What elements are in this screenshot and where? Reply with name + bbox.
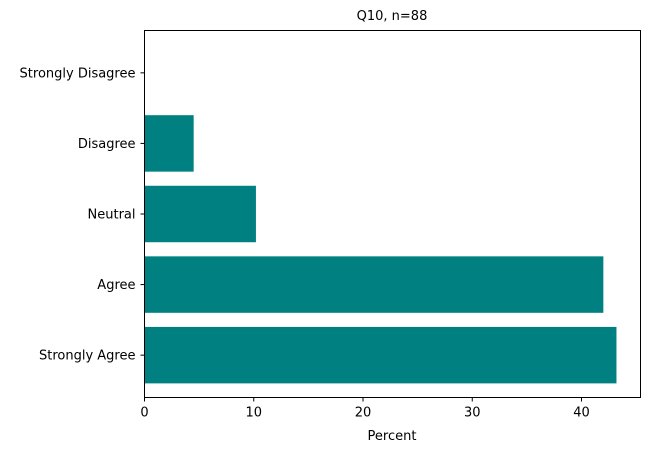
bar-strongly-agree xyxy=(144,326,617,384)
x-axis: 0 10 20 30 40 xyxy=(140,397,590,421)
chart-title: Q10, n=88 xyxy=(357,9,428,24)
y-tick-label: Agree xyxy=(97,278,135,293)
y-tick-label: Strongly Disagree xyxy=(20,66,136,81)
plot-area-frame xyxy=(144,30,641,398)
x-tick-label: 30 xyxy=(464,406,481,421)
bar-disagree xyxy=(144,115,194,172)
bar-agree xyxy=(144,256,604,313)
y-axis: Strongly Agree Agree Neutral Disagree Strong… xyxy=(20,66,145,364)
bar-neutral xyxy=(144,185,256,243)
y-tick-label: Disagree xyxy=(78,137,136,152)
x-tick-label: 0 xyxy=(140,406,148,421)
x-axis-label: Percent xyxy=(368,429,417,444)
bars-group xyxy=(144,115,617,384)
x-tick-label: 40 xyxy=(573,406,590,421)
x-tick-label: 20 xyxy=(355,406,372,421)
y-tick-label: Neutral xyxy=(88,208,136,223)
y-tick-label: Strongly Agree xyxy=(39,349,136,364)
x-tick-label: 10 xyxy=(245,406,262,421)
